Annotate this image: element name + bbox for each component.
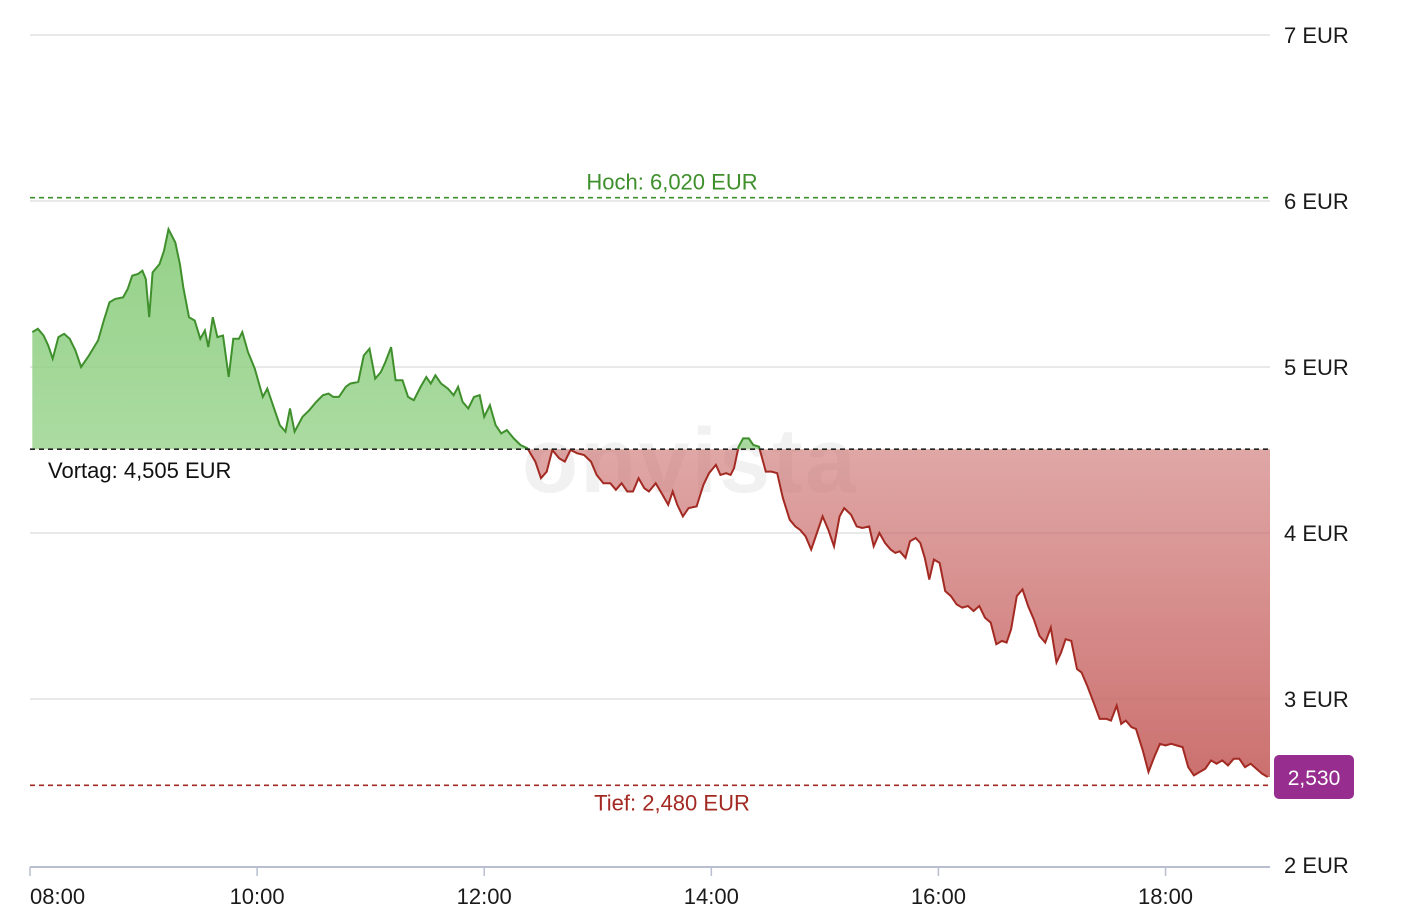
line-up — [31, 226, 761, 450]
area-down — [32, 449, 1270, 777]
y-tick-label: 4 EUR — [1284, 521, 1349, 546]
last-value-badge-bg — [1274, 755, 1354, 800]
y-tick-label: 7 EUR — [1284, 23, 1349, 48]
previous-close-label: Vortag: 4,505 EUR — [48, 458, 231, 483]
x-tick-label: 10:00 — [230, 884, 285, 909]
area-up — [32, 229, 760, 450]
reference-lines: Hoch: 6,020 EUR Vortag: 4,505 EUR Tief: 2,… — [30, 170, 1270, 815]
x-tick-label: 12:00 — [457, 884, 512, 909]
x-axis: 08:00 10:00 12:00 14:00 16:00 18:00 — [29, 866, 1270, 909]
y-tick-label: 2 EUR — [1284, 853, 1349, 878]
last-value-label: 2,530 — [1288, 767, 1341, 790]
y-tick-label: 3 EUR — [1284, 687, 1349, 712]
x-tick-label: 18:00 — [1138, 884, 1193, 909]
x-tick-label: 14:00 — [684, 884, 739, 909]
x-tick-label: 08:00 — [30, 884, 85, 909]
low-label: Tief: 2,480 EUR — [594, 790, 750, 815]
high-label: Hoch: 6,020 EUR — [586, 170, 757, 195]
last-value-badge: 2,530 — [1274, 755, 1354, 800]
x-tick-label: 16:00 — [911, 884, 966, 909]
y-tick-label: 5 EUR — [1284, 355, 1349, 380]
y-axis: 7 EUR 6 EUR 5 EUR 4 EUR 3 EUR 2 EUR — [1284, 23, 1349, 878]
y-tick-label: 6 EUR — [1284, 189, 1349, 214]
line-down — [526, 449, 1269, 778]
